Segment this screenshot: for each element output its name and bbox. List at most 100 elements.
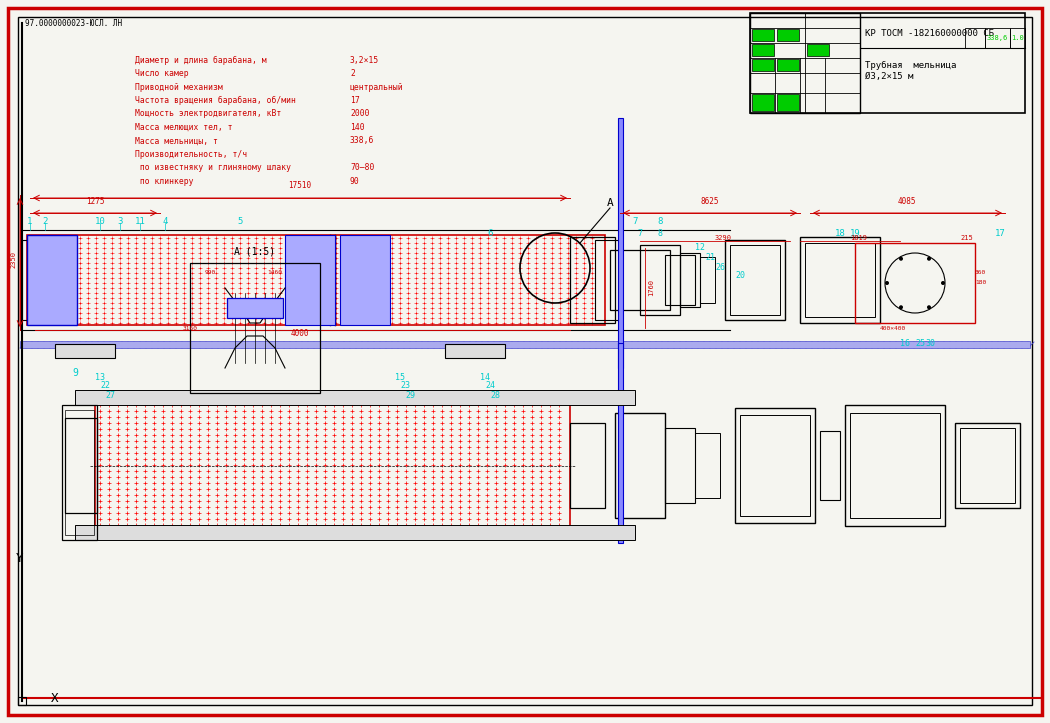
Bar	[985, 28, 1010, 48]
Text: 13: 13	[94, 372, 105, 382]
Bar	[27, 235, 77, 325]
Text: 7: 7	[632, 216, 637, 226]
Bar	[227, 298, 284, 318]
Text: 22: 22	[100, 382, 110, 390]
Text: 180: 180	[975, 281, 986, 286]
Text: 29: 29	[405, 390, 415, 400]
Text: Производительность, т/ч: Производительность, т/ч	[135, 150, 247, 159]
Bar	[956, 423, 1020, 508]
Text: 400×400: 400×400	[880, 325, 906, 330]
Text: 3290: 3290	[715, 235, 732, 241]
Bar	[752, 44, 774, 56]
Bar	[665, 255, 695, 305]
Bar	[750, 13, 860, 113]
Text: 97.0000000023-ЮСЛ. ЛН: 97.0000000023-ЮСЛ. ЛН	[25, 19, 122, 27]
Text: 1275: 1275	[86, 197, 104, 205]
Text: центральный: центральный	[350, 82, 403, 92]
Bar	[1010, 28, 1025, 48]
Text: по клинкеру: по клинкеру	[135, 177, 193, 186]
Text: 28: 28	[490, 390, 500, 400]
Bar	[700, 257, 715, 303]
Bar	[610, 250, 670, 310]
Bar	[94, 403, 570, 528]
Bar	[615, 413, 665, 518]
Text: 1: 1	[27, 216, 33, 226]
Bar	[960, 428, 1015, 503]
Bar	[965, 28, 985, 48]
Bar	[65, 410, 94, 535]
Bar	[27, 235, 605, 325]
Text: А: А	[607, 198, 613, 208]
Text: 9: 9	[72, 368, 78, 378]
Circle shape	[927, 257, 931, 261]
Bar	[695, 433, 720, 498]
Bar	[18, 697, 26, 705]
Bar	[62, 405, 97, 540]
Text: 4000: 4000	[291, 328, 310, 338]
Text: 1.0: 1.0	[1011, 35, 1025, 41]
Bar	[340, 235, 390, 325]
Bar	[777, 94, 799, 111]
Bar	[845, 405, 945, 526]
Text: 20: 20	[735, 270, 746, 280]
Bar	[570, 423, 605, 508]
Bar	[740, 415, 810, 516]
Text: X: X	[51, 691, 59, 704]
Text: 19: 19	[849, 228, 860, 237]
Text: 15: 15	[395, 372, 405, 382]
Circle shape	[885, 281, 889, 285]
Text: Трубная  мельница
Ø3,2×15 м: Трубная мельница Ø3,2×15 м	[865, 61, 957, 81]
Text: 17: 17	[994, 228, 1006, 237]
Text: 215: 215	[960, 235, 972, 241]
Text: 70–80: 70–80	[350, 163, 375, 173]
Bar	[820, 431, 840, 500]
Text: 18: 18	[835, 228, 845, 237]
Text: 17510: 17510	[289, 181, 312, 190]
Bar	[595, 240, 619, 320]
Text: Частота вращения барабана, об/мин: Частота вращения барабана, об/мин	[135, 96, 296, 105]
Bar	[20, 341, 1030, 348]
Bar	[618, 343, 623, 543]
Text: 5: 5	[237, 216, 243, 226]
Bar	[618, 118, 623, 368]
Text: 2350: 2350	[10, 252, 16, 268]
Text: 26: 26	[715, 262, 724, 272]
Bar	[752, 29, 774, 41]
Bar	[65, 418, 97, 513]
Bar	[640, 245, 680, 315]
Text: 2000: 2000	[350, 109, 370, 119]
Text: по известняку и глиняному шлаку: по известняку и глиняному шлаку	[135, 163, 291, 173]
Text: 1819: 1819	[850, 235, 867, 241]
Bar	[807, 44, 830, 56]
Bar	[665, 428, 695, 503]
Text: Число камер: Число камер	[135, 69, 189, 78]
Circle shape	[927, 305, 931, 309]
Text: 14: 14	[480, 372, 490, 382]
Text: 16: 16	[900, 338, 910, 348]
Text: 2: 2	[42, 216, 47, 226]
Text: Мощность электродвигателя, кВт: Мощность электродвигателя, кВт	[135, 109, 281, 119]
Bar	[680, 253, 700, 307]
Text: 6: 6	[487, 228, 492, 237]
Text: 360: 360	[975, 270, 986, 275]
Text: 12: 12	[695, 244, 705, 252]
Text: 21: 21	[705, 254, 715, 262]
Bar	[805, 243, 875, 317]
Text: КР ТОСМ -182160000000 СБ: КР ТОСМ -182160000000 СБ	[865, 28, 994, 38]
Text: Масса мелющих тел, т: Масса мелющих тел, т	[135, 123, 232, 132]
Text: Диаметр и длина барабана, м: Диаметр и длина барабана, м	[135, 56, 267, 64]
Text: 8: 8	[657, 216, 663, 226]
Text: 17: 17	[350, 96, 360, 105]
Text: 8625: 8625	[700, 197, 719, 205]
Bar	[752, 94, 774, 111]
Bar	[570, 237, 615, 323]
Bar	[750, 13, 1025, 113]
Text: 30: 30	[925, 338, 934, 348]
Text: 338,6: 338,6	[350, 137, 375, 145]
Text: 3,2×15: 3,2×15	[350, 56, 379, 64]
Circle shape	[899, 257, 903, 261]
Text: 23: 23	[400, 382, 410, 390]
Text: 3: 3	[118, 216, 123, 226]
Text: 11: 11	[134, 216, 145, 226]
Text: 3160: 3160	[183, 325, 197, 330]
